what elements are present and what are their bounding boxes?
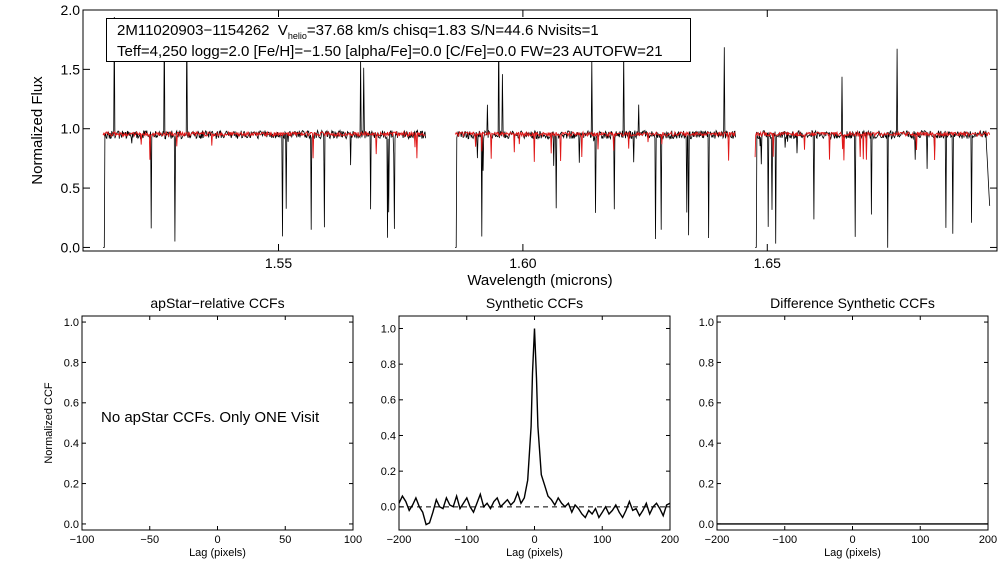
- y-tick-label: 0.2: [381, 466, 396, 478]
- y-tick-label: 2.0: [61, 2, 81, 18]
- x-tick-label: 1.65: [754, 255, 781, 271]
- plot-frame-difference-ccf: [716, 315, 989, 531]
- synthetic-spectrum-line: [754, 130, 991, 161]
- x-tick-label: −200: [705, 534, 730, 546]
- v-subscript: helio: [287, 31, 307, 41]
- x-tick-label: 0: [849, 534, 855, 546]
- observed-spectrum-line: [455, 24, 736, 248]
- plot-frame-synthetic-ccf: [398, 315, 671, 531]
- panel-title: Difference Synthetic CCFs: [770, 295, 935, 311]
- x-axis-title: Lag (pixels): [506, 547, 563, 559]
- y-tick-label: 0.0: [699, 519, 714, 531]
- x-tick-label: −50: [140, 534, 159, 546]
- panel-title: apStar−relative CCFs: [150, 295, 284, 311]
- y-tick-label: 0.5: [61, 180, 81, 196]
- y-tick-label: 1.0: [381, 323, 396, 335]
- y-axis-title: Normalized Flux: [29, 76, 46, 185]
- x-tick-label: 100: [593, 534, 611, 546]
- y-tick-label: 0.6: [64, 398, 79, 410]
- plot-frame-spectrum: [82, 9, 998, 252]
- x-axis-title: Wavelength (microns): [467, 272, 612, 289]
- synthetic-spectrum-line: [102, 130, 426, 160]
- x-tick-label: 1.55: [265, 255, 292, 271]
- x-tick-label: −200: [387, 534, 412, 546]
- no-ccf-message: No apStar CCFs. Only ONE Visit: [101, 409, 320, 426]
- info-box: 2M11020903−1154262 Vhelio=37.68 km/s chi…: [106, 18, 691, 62]
- y-tick-label: 0.0: [381, 502, 396, 514]
- v-stats: =37.68 km/s chisq=1.83 S/N=44.6 Nvisits=…: [306, 22, 599, 39]
- synthetic-series-group: [102, 130, 991, 162]
- x-tick-label: −100: [70, 534, 95, 546]
- y-tick-label: 0.4: [699, 438, 714, 450]
- y-tick-label: 0.2: [64, 478, 79, 490]
- x-axis-title: Lag (pixels): [189, 547, 246, 559]
- x-tick-label: 0: [214, 534, 220, 546]
- star-id: 2M11020903−1154262: [117, 22, 270, 39]
- y-tick-label: 1.5: [61, 61, 81, 77]
- y-tick-label: 0.8: [699, 357, 714, 369]
- y-tick-label: 0.6: [381, 395, 396, 407]
- x-tick-label: 50: [279, 534, 291, 546]
- observed-series-group: [103, 16, 991, 248]
- x-tick-label: 0: [531, 534, 537, 546]
- y-tick-label: 1.0: [64, 317, 79, 329]
- y-tick-label: 0.4: [381, 430, 396, 442]
- x-tick-label: −100: [454, 534, 479, 546]
- x-tick-label: −100: [772, 534, 797, 546]
- y-tick-label: 0.8: [64, 357, 79, 369]
- x-axis-title: Lag (pixels): [824, 547, 881, 559]
- x-tick-label: 1.60: [509, 255, 536, 271]
- y-tick-label: 0.0: [64, 519, 79, 531]
- v-prefix: V: [277, 22, 288, 39]
- x-tick-label: 200: [979, 534, 997, 546]
- info-line-1: 2M11020903−1154262 Vhelio=37.68 km/s chi…: [117, 23, 690, 44]
- y-tick-label: 0.0: [61, 239, 81, 255]
- observed-spectrum-line: [755, 48, 991, 248]
- y-tick-label: 0.4: [64, 438, 79, 450]
- y-tick-label: 1.0: [699, 317, 714, 329]
- y-tick-label: 0.8: [381, 359, 396, 371]
- y-axis-title: Normalized CCF: [43, 382, 55, 464]
- x-tick-label: 100: [344, 534, 362, 546]
- synthetic-ccf-line: [398, 328, 671, 526]
- info-line-2: Teff=4,250 logg=2.0 [Fe/H]=−1.50 [alpha/…: [117, 43, 663, 60]
- observed-spectrum-line: [103, 16, 426, 248]
- y-tick-label: 1.0: [61, 121, 81, 137]
- y-tick-label: 0.6: [699, 398, 714, 410]
- y-tick-label: 0.2: [699, 478, 714, 490]
- synthetic-spectrum-line: [454, 130, 736, 162]
- x-tick-label: 200: [661, 534, 679, 546]
- panel-title: Synthetic CCFs: [486, 295, 583, 311]
- x-tick-label: 100: [911, 534, 929, 546]
